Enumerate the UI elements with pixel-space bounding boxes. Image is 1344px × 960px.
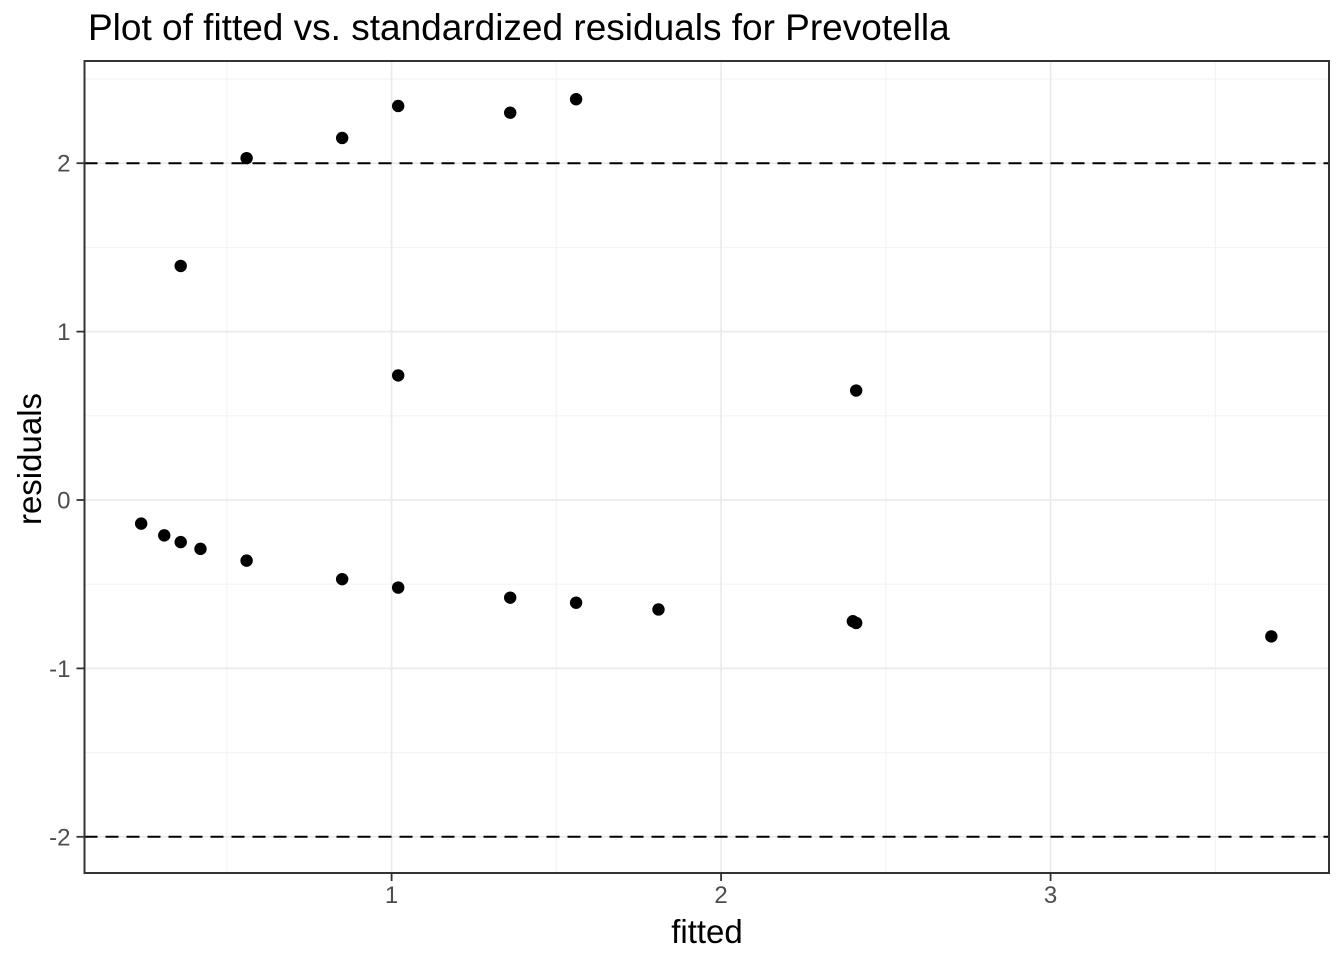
data-point: [849, 616, 863, 630]
data-point: [134, 517, 148, 530]
reference-lines: [84, 162, 1329, 838]
y-tick-label: 0: [57, 488, 70, 515]
y-axis-title: residuals: [11, 392, 48, 526]
data-point: [194, 542, 207, 556]
data-point: [652, 603, 665, 616]
x-axis-tick-labels: 1 2 3: [385, 882, 1057, 909]
y-tick-label: 1: [57, 319, 70, 346]
data-point: [240, 554, 253, 567]
data-point: [158, 529, 171, 542]
data-point: [174, 259, 187, 273]
y-tick-label: 2: [57, 151, 70, 178]
x-tick-label: 1: [385, 882, 398, 909]
data-point: [335, 572, 349, 586]
axis-tick-marks: [76, 162, 1052, 881]
data-point: [569, 93, 583, 106]
data-point: [504, 591, 517, 604]
data-point: [569, 596, 583, 609]
y-axis-tick-labels: -2 -1 0 1 2: [49, 151, 70, 852]
plot-panel-border: [83, 60, 1330, 874]
plot-title: Plot of fitted vs. standardized residual…: [88, 7, 950, 48]
data-point: [335, 131, 349, 145]
data-point: [391, 581, 405, 594]
plot-panel-background: [84, 61, 1329, 873]
x-tick-label: 3: [1044, 882, 1057, 909]
data-point: [240, 151, 253, 165]
data-point: [174, 535, 187, 549]
data-point: [1265, 630, 1278, 643]
data-points: [134, 93, 1278, 643]
x-axis-title: fitted: [671, 913, 743, 950]
y-tick-label: -2: [49, 824, 70, 851]
x-tick-label: 2: [714, 882, 727, 909]
minor-gridlines: [84, 61, 1329, 873]
data-point: [504, 106, 517, 119]
data-point: [391, 99, 405, 113]
data-point: [849, 384, 863, 397]
major-gridlines: [84, 61, 1329, 873]
y-tick-label: -1: [49, 656, 70, 683]
data-point: [391, 369, 405, 382]
